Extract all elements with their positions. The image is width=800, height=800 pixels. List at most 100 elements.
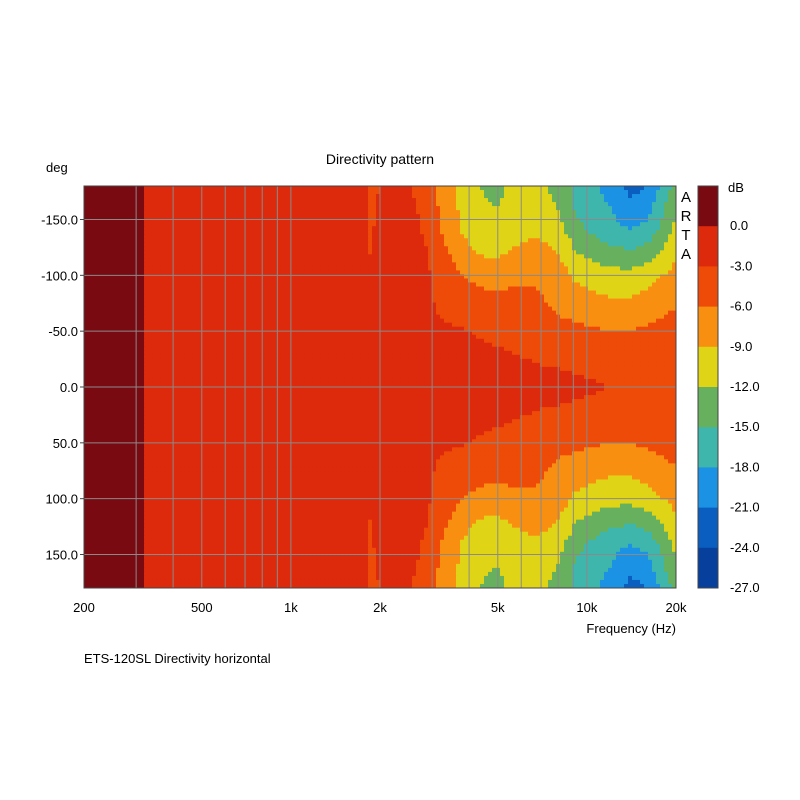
- heatmap-cell: [272, 226, 277, 231]
- heatmap-cell: [492, 226, 497, 231]
- heatmap-cell: [492, 258, 497, 263]
- heatmap-cell: [644, 246, 649, 251]
- heatmap-cell: [620, 258, 625, 263]
- heatmap-cell: [600, 230, 605, 235]
- heatmap-cell: [644, 310, 649, 316]
- heatmap-cell: [164, 294, 169, 300]
- heatmap-cell: [392, 202, 397, 207]
- heatmap-cell: [588, 314, 593, 320]
- heatmap-cell: [548, 314, 553, 320]
- heatmap-cell: [296, 278, 301, 284]
- heatmap-cell: [200, 282, 205, 288]
- heatmap-cell: [208, 310, 213, 316]
- heatmap-cell: [564, 290, 569, 296]
- heatmap-cell: [320, 314, 325, 320]
- heatmap-cell: [572, 194, 577, 199]
- heatmap-cell: [144, 286, 149, 292]
- heatmap-cell: [448, 282, 453, 288]
- heatmap-cell: [224, 190, 229, 195]
- heatmap-cell: [228, 282, 233, 288]
- heatmap-cell: [440, 282, 445, 288]
- heatmap-cell: [268, 206, 273, 211]
- heatmap-cell: [552, 274, 557, 280]
- heatmap-cell: [116, 230, 121, 235]
- heatmap-cell: [380, 270, 385, 276]
- heatmap-cell: [564, 234, 569, 239]
- heatmap-cell: [88, 254, 93, 259]
- heatmap-cell: [540, 250, 545, 255]
- heatmap-cell: [600, 310, 605, 316]
- heatmap-cell: [332, 278, 337, 284]
- heatmap-cell: [636, 306, 641, 312]
- heatmap-cell: [232, 286, 237, 292]
- heatmap-cell: [280, 298, 285, 304]
- heatmap-cell: [460, 214, 465, 219]
- heatmap-cell: [360, 306, 365, 312]
- heatmap-cell: [164, 286, 169, 292]
- heatmap-cell: [516, 230, 521, 235]
- heatmap-cell: [644, 198, 649, 203]
- heatmap-cell: [324, 282, 329, 288]
- heatmap-cell: [452, 286, 457, 292]
- heatmap-cell: [220, 274, 225, 280]
- heatmap-cell: [344, 202, 349, 207]
- heatmap-cell: [164, 198, 169, 203]
- heatmap-cell: [636, 186, 641, 191]
- heatmap-cell: [284, 210, 289, 215]
- heatmap-cell: [516, 186, 521, 191]
- heatmap-cell: [400, 242, 405, 247]
- heatmap-cell: [404, 238, 409, 243]
- heatmap-cell: [604, 262, 609, 267]
- heatmap-cell: [372, 198, 377, 203]
- heatmap-cell: [596, 210, 601, 215]
- heatmap-cell: [204, 302, 209, 308]
- heatmap-cell: [416, 230, 421, 235]
- heatmap-cell: [208, 226, 213, 231]
- heatmap-cell: [360, 238, 365, 243]
- heatmap-cell: [188, 254, 193, 259]
- heatmap-cell: [360, 202, 365, 207]
- heatmap-cell: [108, 282, 113, 288]
- heatmap-cell: [128, 206, 133, 211]
- heatmap-cell: [340, 214, 345, 219]
- heatmap-cell: [168, 254, 173, 259]
- heatmap-cell: [344, 190, 349, 195]
- heatmap-cell: [580, 262, 585, 267]
- heatmap-cell: [524, 254, 529, 259]
- heatmap-cell: [584, 186, 589, 191]
- heatmap-cell: [460, 310, 465, 316]
- heatmap-cell: [88, 246, 93, 251]
- heatmap-cell: [332, 258, 337, 263]
- heatmap-cell: [296, 258, 301, 263]
- heatmap-cell: [420, 310, 425, 316]
- heatmap-cell: [400, 278, 405, 284]
- heatmap-cell: [192, 226, 197, 231]
- heatmap-cell: [188, 278, 193, 284]
- heatmap-cell: [112, 194, 117, 199]
- heatmap-cell: [420, 202, 425, 207]
- heatmap-cell: [544, 278, 549, 284]
- heatmap-cell: [132, 226, 137, 231]
- heatmap-cell: [176, 238, 181, 243]
- heatmap-cell: [244, 306, 249, 312]
- heatmap-cell: [412, 234, 417, 239]
- heatmap-cell: [380, 234, 385, 239]
- heatmap-cell: [400, 198, 405, 203]
- heatmap-cell: [648, 238, 653, 243]
- heatmap-cell: [428, 266, 433, 272]
- heatmap-cell: [424, 282, 429, 288]
- heatmap-cell: [480, 210, 485, 215]
- heatmap-cell: [612, 222, 617, 227]
- heatmap-cell: [448, 286, 453, 292]
- heatmap-cell: [444, 242, 449, 247]
- heatmap-cell: [344, 210, 349, 215]
- heatmap-cell: [84, 282, 89, 288]
- heatmap-cell: [520, 266, 525, 272]
- heatmap-cell: [344, 274, 349, 280]
- heatmap-cell: [620, 194, 625, 199]
- heatmap-cell: [628, 250, 633, 255]
- heatmap-cell: [164, 298, 169, 304]
- heatmap-cell: [616, 274, 621, 280]
- heatmap-cell: [436, 286, 441, 292]
- heatmap-cell: [416, 226, 421, 231]
